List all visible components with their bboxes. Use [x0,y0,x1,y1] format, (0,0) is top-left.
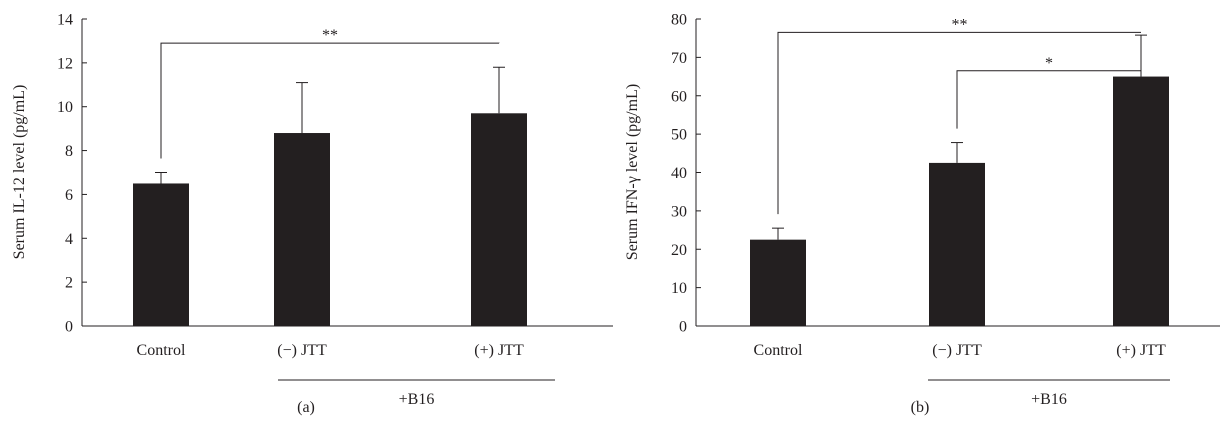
bar [750,239,806,326]
bar [133,183,189,326]
significance-bracket [160,42,500,159]
y-tick-label: 10 [671,280,687,297]
category-label: Control [137,342,186,359]
group-label: +B16 [1031,391,1067,408]
category-label: (+) JTT [1116,342,1166,359]
y-tick-label: 30 [671,203,687,220]
significance-bracket [956,70,1141,129]
group-label: +B16 [399,391,435,408]
panel-b: 0 10 20 30 40 50 60 70 80 Serum IFN-γ level (pg/m… [624,12,1220,416]
category-label: (−) JTT [932,342,982,359]
bar [929,162,985,326]
y-tick-label: 12 [57,55,73,72]
panel-label: (b) [911,399,930,416]
y-tick-label: 10 [57,99,73,116]
y-tick-label: 20 [671,242,687,259]
y-tick-label: 2 [65,275,73,292]
significance-label: ** [952,16,968,33]
y-tick-label: 6 [65,187,73,204]
bar [1113,76,1169,326]
y-tick-label: 50 [671,127,687,144]
category-label: (+) JTT [474,342,524,359]
category-label: (−) JTT [277,342,327,359]
significance-label: ** [322,27,338,44]
y-tick-label: 60 [671,88,687,105]
y-tick-label: 4 [65,231,73,248]
y-tick-label: 0 [679,319,687,336]
y-tick-label: 80 [671,12,687,29]
panel-a: 0 2 4 6 8 10 12 14 Serum IL-12 level (pg/mL) Cont… [11,12,613,416]
category-label: Control [754,342,803,359]
y-tick-label: 8 [65,143,73,160]
y-tick-label: 70 [671,50,687,67]
panel-label: (a) [297,399,315,416]
bar [471,113,527,327]
y-tick-label: 14 [57,12,73,29]
y-axis-label: Serum IFN-γ level (pg/mL) [624,84,641,260]
y-tick-label: 40 [671,165,687,182]
y-axis-label: Serum IL-12 level (pg/mL) [11,85,28,260]
significance-bracket [777,31,1141,215]
significance-label: * [1045,55,1053,72]
y-tick-label: 0 [65,319,73,336]
bar [274,133,330,326]
